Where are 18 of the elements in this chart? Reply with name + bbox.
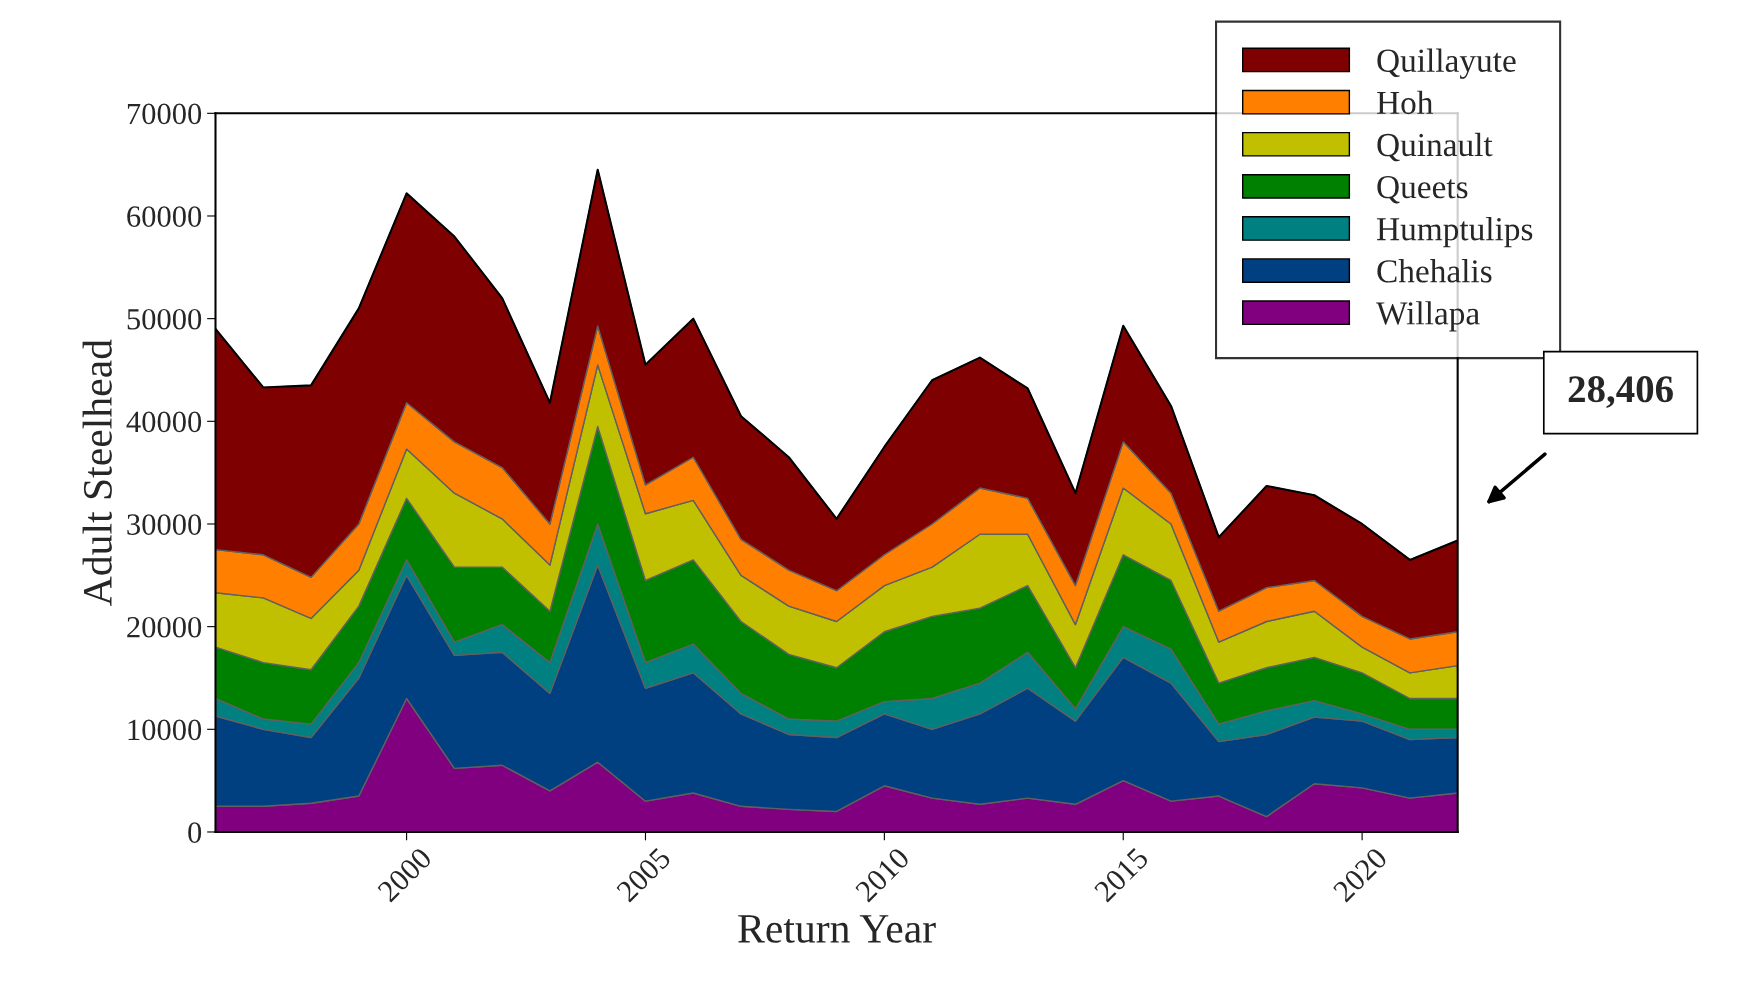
legend-label: Hoh: [1377, 90, 1434, 115]
legend-label: Willapa: [1376, 301, 1480, 332]
y-tick-label: 30000: [127, 514, 202, 535]
y-axis-title: Adult Steelhead: [82, 339, 112, 606]
y-tick-label: 0: [188, 822, 202, 843]
legend-label: Humptulips: [1377, 217, 1533, 248]
y-tick-label: 40000: [126, 411, 202, 433]
text: 28,406: [1568, 376, 1673, 408]
y-tick-label: 50000: [127, 308, 202, 330]
x-axis-title: Return Year: [738, 915, 936, 943]
legend-label: Chehalis: [1377, 259, 1492, 283]
legend-label: Quillayute: [1377, 48, 1516, 79]
y-tick-label: 10000: [128, 719, 202, 741]
y-tick-label: 20000: [127, 616, 202, 638]
legend-label: Queets: [1377, 175, 1468, 204]
y-tick-label: 60000: [127, 206, 202, 227]
y-tick-label: 70000: [127, 103, 202, 125]
legend-label: Quinault: [1377, 132, 1493, 162]
